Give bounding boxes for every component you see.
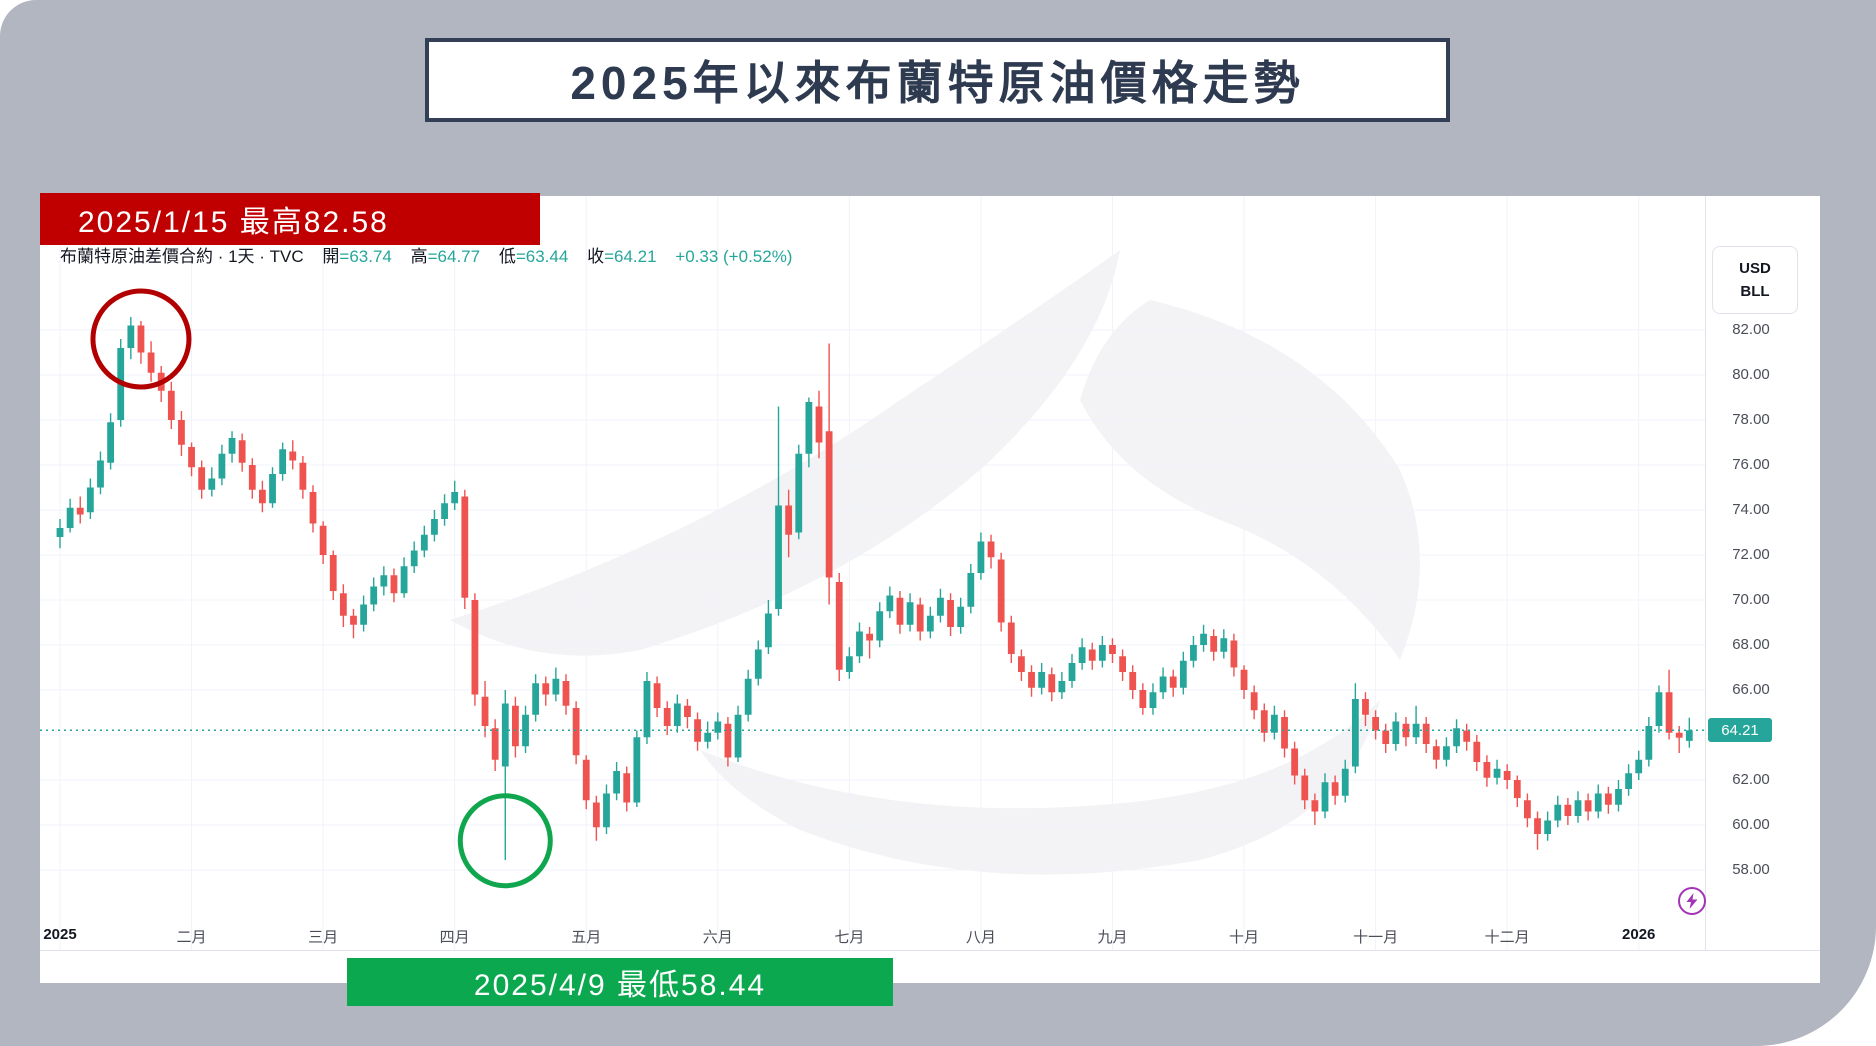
time-tick-label: 三月 [308,929,339,946]
price-tick-label: 60.00 [1732,816,1770,833]
price-tick-label: 72.00 [1732,546,1770,563]
candle-series [56,316,1693,861]
price-tick-label: 74.00 [1732,501,1770,518]
lightning-button[interactable] [1678,887,1706,915]
time-tick-label: 二月 [176,929,207,946]
price-tick-label: 70.00 [1732,591,1770,608]
candlestick-plot[interactable] [40,196,1705,950]
high-annotation-label: 2025/1/15 最高82.58 [40,193,540,245]
price-tick-label: 58.00 [1732,861,1770,878]
time-tick-label: 六月 [702,929,733,946]
symbol-title[interactable]: 布蘭特原油差價合約 · 1天 · TVC [60,247,304,266]
close-label: 收 [587,247,605,266]
price-tick-label: 80.00 [1732,366,1770,383]
time-tick-label: 十一月 [1353,929,1399,946]
last-price-value: 64.21 [1721,721,1759,739]
unit-currency: USD [1739,260,1771,277]
time-tick-label: 十月 [1229,929,1260,946]
last-price-tag: 64.21 [1708,718,1772,743]
time-tick-label: 四月 [439,929,470,946]
highlight-circles [90,288,553,889]
price-tick-label: 62.00 [1732,771,1770,788]
open-value: =63.74 [339,247,392,266]
low-label: 低 [498,247,516,266]
time-tick-label: 2026 [1622,926,1656,943]
time-tick-label: 九月 [1097,929,1128,946]
time-tick-label: 十二月 [1484,929,1530,946]
price-tick-label: 82.00 [1732,321,1770,338]
low-value: =63.44 [515,247,569,266]
close-value: =64.21 [604,247,657,266]
page-title: 2025年以來布蘭特原油價格走勢 [570,57,1305,109]
time-tick-label: 2025 [43,926,77,943]
price-tick-label: 76.00 [1732,456,1770,473]
chart-panel: 布蘭特原油差價合約 · 1天 · TVC 開=63.74 高=64.77 低=6… [40,196,1820,983]
time-tick-label: 八月 [965,929,996,946]
open-label: 開 [322,247,340,266]
price-tick-label: 78.00 [1732,411,1770,428]
change-value: +0.33 (+0.52%) [675,247,793,266]
time-tick-label: 五月 [571,929,602,946]
price-axis-separator [1705,196,1706,950]
high-annotation-text: 2025/1/15 最高82.58 [78,206,389,239]
price-tick-label: 66.00 [1732,681,1770,698]
high-value: =64.77 [427,247,481,266]
page-title-banner: 2025年以來布蘭特原油價格走勢 [425,38,1450,122]
lightning-icon [1686,893,1698,909]
time-tick-label: 七月 [834,929,865,946]
watermark-bull-logo [450,250,1420,875]
price-tick-label: 68.00 [1732,636,1770,653]
low-annotation-label: 2025/4/9 最低58.44 [347,958,893,1006]
unit-box: USD BLL [1712,246,1798,314]
unit-barrel: BLL [1740,283,1770,300]
time-axis-separator [40,950,1820,951]
low-annotation-text: 2025/4/9 最低58.44 [473,969,767,1002]
high-label: 高 [410,247,428,266]
chart-header: 布蘭特原油差價合約 · 1天 · TVC 開=63.74 高=64.77 低=6… [60,242,792,266]
